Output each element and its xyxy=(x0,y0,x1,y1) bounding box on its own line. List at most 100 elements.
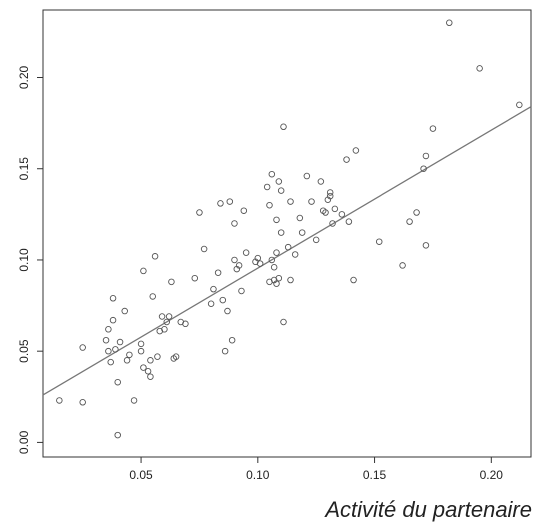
data-point xyxy=(254,254,262,262)
data-point xyxy=(275,178,283,185)
data-point xyxy=(114,431,121,439)
data-point xyxy=(191,274,199,282)
data-point xyxy=(273,249,280,256)
data-point xyxy=(429,125,437,132)
data-point xyxy=(140,364,147,371)
data-point xyxy=(275,274,283,282)
data-point xyxy=(308,198,315,205)
data-point xyxy=(130,397,138,404)
data-point xyxy=(238,287,245,295)
data-point xyxy=(270,264,278,271)
data-point xyxy=(217,200,224,207)
y-tick-label: 0.10 xyxy=(17,248,31,272)
data-point xyxy=(343,156,350,163)
data-point xyxy=(406,218,413,225)
data-point xyxy=(207,300,215,307)
data-point xyxy=(149,293,156,300)
data-point xyxy=(446,19,453,27)
data-point xyxy=(266,201,273,209)
data-point xyxy=(105,347,112,355)
data-point xyxy=(312,236,320,244)
data-point xyxy=(326,189,334,196)
data-point xyxy=(338,211,346,218)
data-point xyxy=(287,276,294,284)
data-point xyxy=(224,307,231,315)
data-point xyxy=(200,245,208,253)
data-point xyxy=(476,65,483,72)
data-point xyxy=(221,347,229,355)
data-point xyxy=(273,280,280,287)
data-point xyxy=(112,346,119,353)
data-point xyxy=(226,198,234,205)
data-point xyxy=(158,313,166,320)
data-point xyxy=(284,243,292,251)
data-point xyxy=(154,353,161,360)
x-tick-label: 0.05 xyxy=(129,468,153,482)
data-point xyxy=(105,326,112,333)
data-point xyxy=(350,276,357,284)
data-point xyxy=(291,251,299,258)
x-tick-label: 0.10 xyxy=(246,468,270,482)
data-point xyxy=(240,207,248,214)
regression-layer xyxy=(42,106,532,396)
data-point xyxy=(219,296,227,304)
data-point xyxy=(331,205,339,213)
y-tick-label: 0.00 xyxy=(17,430,31,454)
data-point xyxy=(303,172,311,180)
data-point xyxy=(228,336,236,344)
data-point xyxy=(161,326,168,333)
data-point xyxy=(296,214,304,222)
data-point xyxy=(114,378,121,386)
data-point xyxy=(242,249,250,256)
data-point xyxy=(268,256,276,264)
data-point xyxy=(151,253,159,260)
data-point xyxy=(109,295,117,302)
data-point xyxy=(140,267,147,275)
data-point xyxy=(420,165,427,172)
data-point xyxy=(107,358,114,366)
data-point xyxy=(277,187,285,194)
data-point xyxy=(144,367,152,375)
data-point xyxy=(172,353,180,360)
data-point xyxy=(116,338,124,346)
data-point xyxy=(273,216,280,224)
y-tick-label: 0.15 xyxy=(17,157,31,181)
data-point xyxy=(277,229,285,236)
data-point xyxy=(196,209,203,216)
regression-line xyxy=(42,106,532,396)
data-point xyxy=(280,318,287,326)
y-axis: 0.00 0.05 0.10 0.15 0.20 xyxy=(17,66,43,454)
data-point xyxy=(326,192,334,200)
x-axis-label: Activité du partenaire xyxy=(325,497,532,522)
data-point xyxy=(352,147,360,154)
y-tick-label: 0.05 xyxy=(17,339,31,363)
data-point xyxy=(413,209,420,216)
data-point xyxy=(121,307,128,315)
data-point xyxy=(147,373,154,380)
x-tick-label: 0.15 xyxy=(363,468,387,482)
data-point xyxy=(263,183,271,191)
data-point xyxy=(56,397,63,404)
data-point xyxy=(329,220,336,227)
data-point xyxy=(231,220,238,227)
data-point xyxy=(256,260,264,267)
points-layer xyxy=(56,19,523,439)
data-point xyxy=(298,229,306,236)
plot-frame xyxy=(42,9,532,458)
data-point xyxy=(235,262,243,269)
y-tick-label: 0.20 xyxy=(17,66,31,90)
data-point xyxy=(123,357,131,364)
data-point xyxy=(163,318,171,326)
x-tick-label: 0.20 xyxy=(480,468,504,482)
data-point xyxy=(79,344,86,351)
data-point xyxy=(165,313,173,320)
data-point xyxy=(422,242,430,249)
data-point xyxy=(214,269,222,276)
data-point xyxy=(79,399,86,406)
data-point xyxy=(422,152,430,160)
x-axis: 0.05 0.10 0.15 0.20 xyxy=(129,457,503,482)
data-point xyxy=(137,340,145,348)
data-point xyxy=(147,357,154,364)
data-point xyxy=(137,347,145,355)
data-point xyxy=(375,238,383,245)
